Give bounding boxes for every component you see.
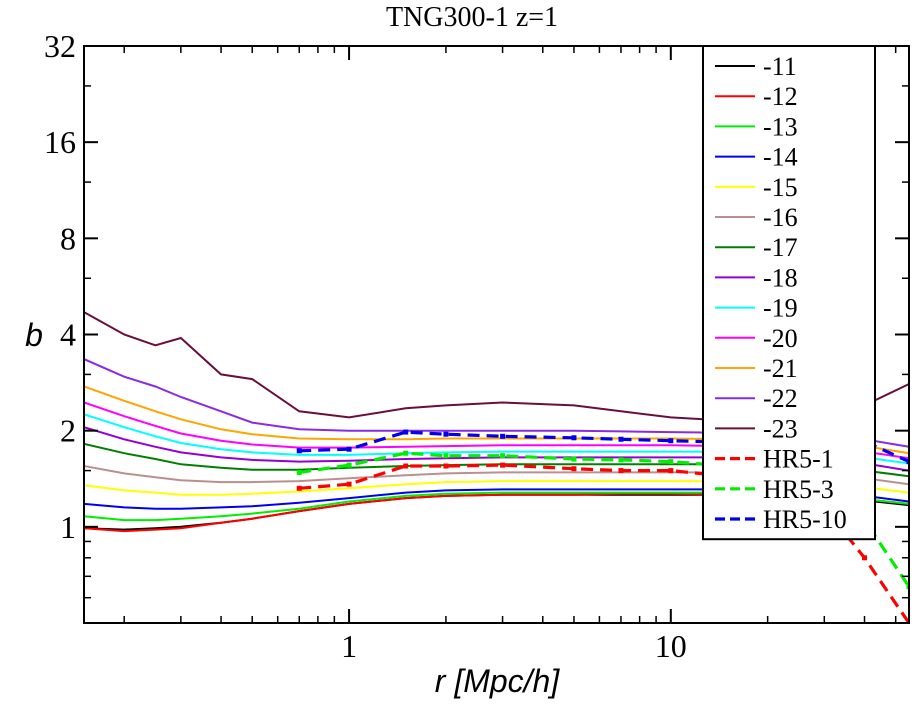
data-point-hr510-8 <box>403 429 409 435</box>
data-point-hr53-13 <box>668 459 674 465</box>
data-point-hr510-13 <box>668 438 674 444</box>
legend-label: -21 <box>763 354 798 383</box>
y-tick-label: 1 <box>60 509 76 545</box>
legend-label: -17 <box>763 233 798 262</box>
data-point-hr51-17 <box>862 555 868 561</box>
legend-label: HR5-1 <box>763 445 834 474</box>
legend-label: HR5-10 <box>763 505 847 534</box>
data-point-hr53-8 <box>403 450 409 456</box>
data-point-hr53-11 <box>571 456 577 462</box>
data-point-hr510-9 <box>443 431 449 437</box>
data-point-hr53-18 <box>906 584 909 590</box>
x-axis-label: r [Mpc/h] <box>435 663 561 699</box>
y-tick-label: 16 <box>44 124 76 160</box>
legend-label: -12 <box>763 82 798 111</box>
legend-label: -23 <box>763 414 798 443</box>
data-point-hr510-6 <box>296 448 302 454</box>
data-point-hr51-18 <box>906 620 909 623</box>
legend-label: -18 <box>763 263 798 292</box>
data-point-hr51-11 <box>571 466 577 472</box>
data-point-hr53-10 <box>500 453 506 459</box>
data-point-hr53-12 <box>618 457 624 463</box>
data-point-hr510-10 <box>500 433 506 439</box>
y-tick-label: 2 <box>60 413 76 449</box>
data-point-hr510-12 <box>618 436 624 442</box>
chart-title: TNG300-1 z=1 <box>386 2 558 33</box>
data-point-hr51-10 <box>500 462 506 468</box>
data-point-hr510-11 <box>571 435 577 441</box>
legend-label: -22 <box>763 384 798 413</box>
data-point-hr53-7 <box>346 462 352 468</box>
legend-label: -11 <box>763 52 797 81</box>
legend-label: -15 <box>763 173 798 202</box>
legend-label: -13 <box>763 112 798 141</box>
legend-label: -14 <box>763 143 798 172</box>
legend: -11-12-13-14-15-16-17-18-19-20-21-22-23H… <box>702 45 876 541</box>
data-point-hr53-9 <box>443 453 449 459</box>
x-tick-label: 10 <box>655 628 687 664</box>
x-axis: 1 10 <box>123 46 897 664</box>
data-point-hr51-9 <box>443 463 449 469</box>
y-axis: 1 2 4 8 16 32 <box>44 28 909 599</box>
data-point-hr53-6 <box>296 469 302 475</box>
y-tick-label: 32 <box>44 28 76 64</box>
data-point-hr510-18 <box>906 459 909 465</box>
legend-label: -20 <box>763 324 798 353</box>
data-point-hr510-7 <box>346 446 352 452</box>
data-point-hr51-8 <box>403 463 409 469</box>
legend-label: -16 <box>763 203 798 232</box>
x-tick-label: 1 <box>341 628 357 664</box>
y-tick-label: 8 <box>60 220 76 256</box>
legend-label: HR5-3 <box>763 475 834 504</box>
data-point-hr51-7 <box>346 481 352 487</box>
y-tick-label: 4 <box>60 317 76 353</box>
data-point-hr51-12 <box>618 468 624 474</box>
legend-label: -19 <box>763 294 798 323</box>
data-point-hr51-13 <box>668 468 674 474</box>
y-axis-label: b <box>25 317 43 353</box>
data-point-hr51-6 <box>296 485 302 491</box>
